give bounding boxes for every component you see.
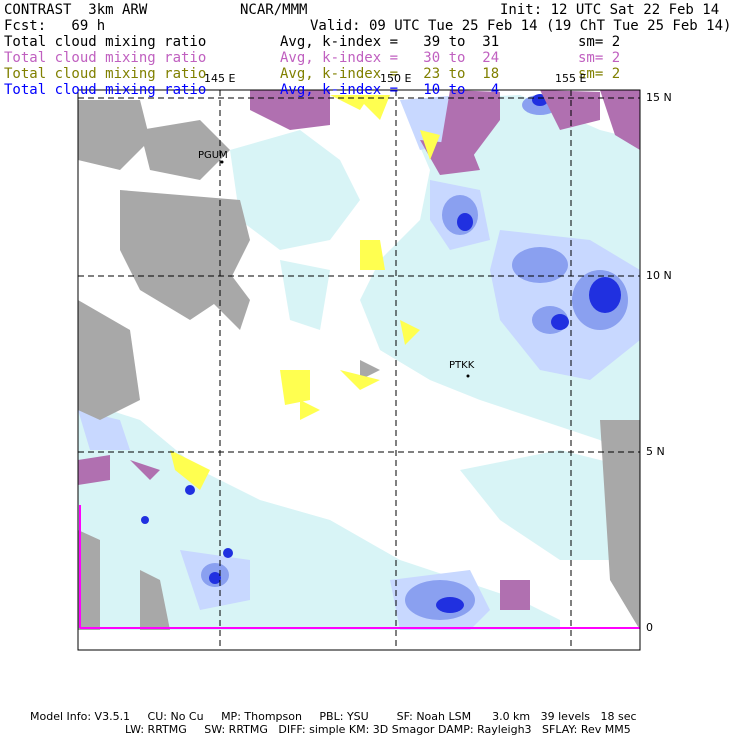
model-title: CONTRAST 3km ARW [4,2,148,18]
legend-row-4-field: Total cloud mixing ratio [4,82,207,98]
legend-row-1-field: Total cloud mixing ratio [4,34,207,50]
legend-row-1-range: Avg, k-index = 39 to 31 [280,34,500,50]
gray-cloud-layer [78,100,640,630]
legend-row-2-field: Total cloud mixing ratio [4,50,207,66]
station-label-pgum: PGUM [198,150,228,161]
graticule [78,90,640,650]
yellow-cloud-layer [170,95,440,490]
station-marker-ptkk [466,374,470,378]
legend-row-2-sm: sm= 2 [578,50,621,66]
legend-row-3-sm: sm= 2 [578,66,621,82]
lon-label-150e: 150 E [380,72,412,85]
legend-row-4-range: Avg, k-index = 10 to 4 [280,82,500,98]
legend-row-1-sm: sm= 2 [578,34,621,50]
station-label-ptkk: PTKK [449,360,475,371]
lat-label-15n: 15 N [646,91,672,104]
inner-domain-boundary [79,505,640,629]
forecast-hour: Fcst: 69 h [4,18,106,34]
model-info-line-1: Model Info: V3.5.1 CU: No Cu MP: Thompso… [30,710,637,723]
legend-row-2-range: Avg, k-index = 30 to 24 [280,50,500,66]
lat-label-10n: 10 N [646,269,672,282]
map-frame [77,89,641,651]
init-time: Init: 12 UTC Sat 22 Feb 14 [500,2,720,18]
station-marker-pgum [220,160,224,164]
lat-label-5n: 5 N [646,445,665,458]
valid-time: Valid: 09 UTC Tue 25 Feb 14 (19 ChT Tue … [310,18,732,34]
lat-label-0: 0 [646,621,653,634]
legend-row-3-range: Avg, k-index = 23 to 18 [280,66,500,82]
model-info-line-2: LW: RRTMG SW: RRTMG DIFF: simple KM: 3D … [125,723,631,736]
lon-label-145e: 145 E [204,72,236,85]
organization: NCAR/MMM [240,2,308,18]
legend-row-3-field: Total cloud mixing ratio [4,66,207,82]
lon-label-155e: 155 E [555,72,587,85]
purple-cloud-layer [78,90,640,610]
core-cloud-layer [141,94,621,613]
